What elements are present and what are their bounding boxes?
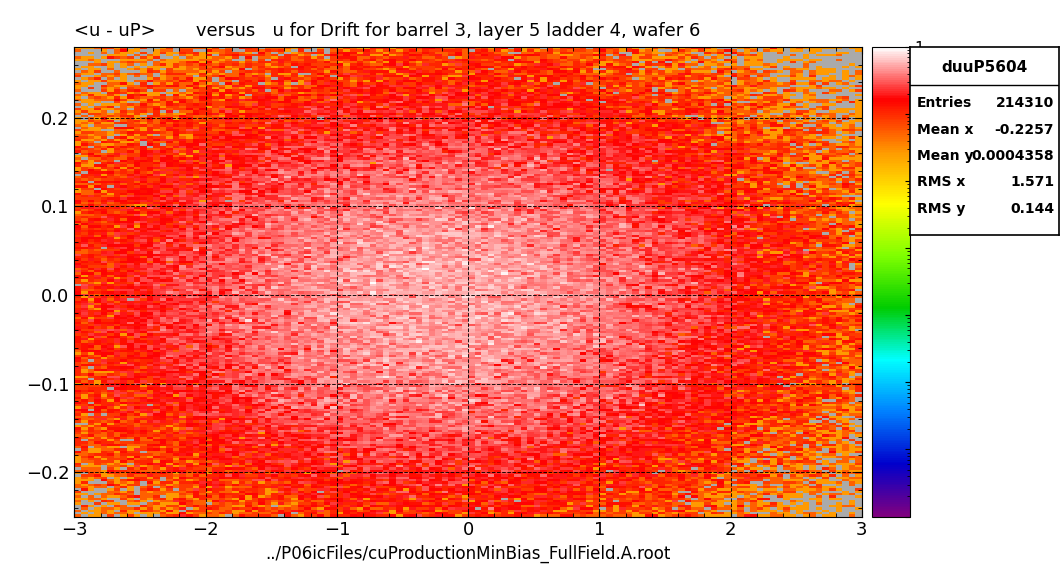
Text: RMS x: RMS x <box>917 175 965 189</box>
X-axis label: ../P06icFiles/cuProductionMinBias_FullField.A.root: ../P06icFiles/cuProductionMinBias_FullFi… <box>266 545 670 564</box>
Text: Mean x: Mean x <box>917 123 974 137</box>
Text: -0.2257: -0.2257 <box>995 123 1054 137</box>
Text: Entries: Entries <box>917 96 972 110</box>
Text: duuP5604: duuP5604 <box>941 60 1028 75</box>
Text: <u - uP>       versus   u for Drift for barrel 3, layer 5 ladder 4, wafer 6: <u - uP> versus u for Drift for barrel 3… <box>74 22 701 40</box>
Text: 0.0004358: 0.0004358 <box>971 149 1054 163</box>
Text: 214310: 214310 <box>996 96 1054 110</box>
Text: 0.144: 0.144 <box>1010 201 1054 215</box>
Text: RMS y: RMS y <box>917 201 965 215</box>
Text: 1.571: 1.571 <box>1010 175 1054 189</box>
Text: Mean y: Mean y <box>917 149 974 163</box>
